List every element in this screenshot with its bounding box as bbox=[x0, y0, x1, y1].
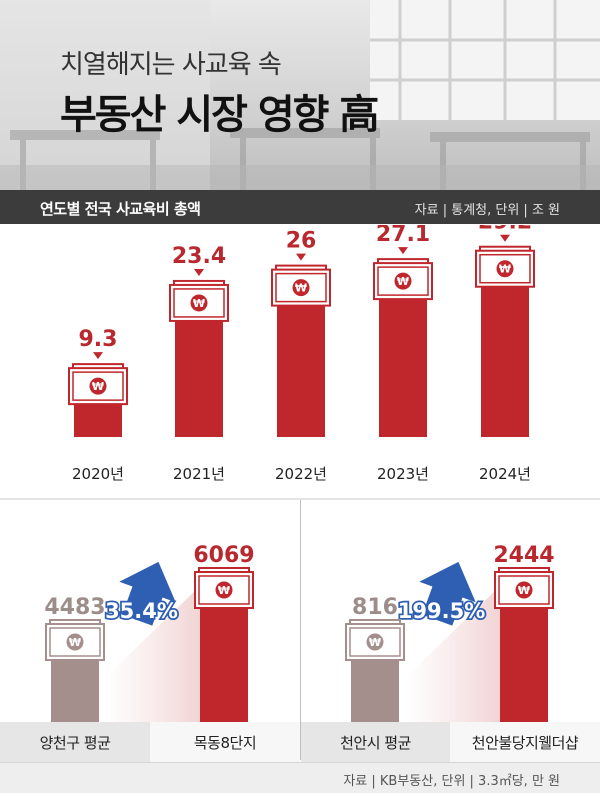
yearly-spending-chart: ₩9.3 2020년 ₩23.4 2021년 ₩26 2022년 ₩27.1 2023년 ₩29… bbox=[68, 225, 535, 483]
data-label: 23.4 bbox=[172, 244, 226, 269]
data-label: 4483 bbox=[44, 595, 105, 620]
category-label: 천안불당지웰더샵 bbox=[450, 722, 600, 762]
data-label: 9.3 bbox=[79, 327, 118, 352]
increase-label: 35.4% bbox=[105, 599, 178, 623]
won-banknote-icon: ₩ bbox=[494, 567, 554, 609]
won-banknote-icon: ₩ bbox=[68, 363, 128, 406]
tick-label: 2020년 bbox=[72, 465, 124, 483]
pointer-triangle bbox=[194, 268, 204, 276]
svg-text:₩: ₩ bbox=[499, 263, 511, 276]
svg-text:₩: ₩ bbox=[218, 584, 230, 597]
bar bbox=[481, 264, 529, 437]
header-title: 부동산 시장 영향 高 bbox=[60, 92, 379, 138]
footer-source: 자료 | KB부동산, 단위 | 3.3㎡당, 만 원 bbox=[343, 774, 560, 789]
section-title: 연도별 전국 사교육비 총액 bbox=[40, 200, 201, 218]
svg-text:₩: ₩ bbox=[69, 636, 81, 649]
data-label: 6069 bbox=[193, 543, 254, 568]
increase-arrow-icon bbox=[119, 561, 176, 626]
pointer-triangle bbox=[93, 352, 103, 360]
svg-text:₩: ₩ bbox=[369, 636, 381, 649]
header-subtitle: 치열해지는 사교육 속 bbox=[60, 50, 282, 80]
svg-text:₩: ₩ bbox=[193, 297, 205, 310]
won-banknote-icon: ₩ bbox=[271, 264, 331, 307]
category-label: 목동8단지 bbox=[150, 722, 300, 762]
svg-text:₩: ₩ bbox=[518, 584, 530, 597]
increase-highlight bbox=[105, 586, 200, 722]
bar bbox=[277, 283, 325, 437]
bar bbox=[175, 298, 223, 437]
increase-label: 199.5% bbox=[398, 599, 485, 623]
panel-divider bbox=[300, 500, 301, 760]
svg-text:₩: ₩ bbox=[92, 380, 104, 393]
won-banknote-icon: ₩ bbox=[45, 619, 105, 661]
cheonan-price-chart: 199.5% ₩816 ₩2444 bbox=[345, 543, 555, 722]
yangcheon-price-chart: 35.4% ₩4483 ₩6069 bbox=[44, 543, 255, 722]
header-banner: 치열해지는 사교육 속 부동산 시장 영향 高 bbox=[0, 0, 600, 190]
footer-bar: 자료 | KB부동산, 단위 | 3.3㎡당, 만 원 bbox=[0, 762, 600, 793]
tick-label: 2023년 bbox=[377, 465, 429, 483]
data-label: 816 bbox=[352, 595, 398, 620]
pointer-triangle bbox=[296, 253, 306, 261]
won-banknote-icon: ₩ bbox=[475, 245, 535, 288]
increase-arrow-icon bbox=[419, 561, 476, 626]
won-banknote-icon: ₩ bbox=[373, 258, 433, 301]
won-banknote-icon: ₩ bbox=[194, 567, 254, 609]
data-label: 2444 bbox=[493, 543, 554, 568]
section-source: 자료 | 통계청, 단위 | 조 원 bbox=[414, 203, 560, 218]
pointer-triangle bbox=[500, 234, 510, 242]
bar bbox=[379, 277, 427, 437]
tick-label: 2024년 bbox=[479, 465, 531, 483]
section-header: 연도별 전국 사교육비 총액 자료 | 통계청, 단위 | 조 원 bbox=[0, 190, 600, 224]
tick-label: 2022년 bbox=[275, 465, 327, 483]
svg-text:₩: ₩ bbox=[397, 275, 409, 288]
won-banknote-icon: ₩ bbox=[169, 279, 229, 322]
tick-label: 2021년 bbox=[173, 465, 225, 483]
won-banknote-icon: ₩ bbox=[345, 619, 405, 661]
section-divider bbox=[0, 498, 600, 500]
category-label: 천안시 평균 bbox=[301, 722, 450, 762]
data-label: 29.2 bbox=[478, 225, 532, 235]
category-label: 양천구 평균 bbox=[0, 722, 150, 762]
pointer-triangle bbox=[398, 247, 408, 255]
data-label: 27.1 bbox=[376, 225, 430, 247]
increase-highlight bbox=[405, 586, 500, 722]
svg-text:₩: ₩ bbox=[295, 282, 307, 295]
classroom-background-illustration bbox=[0, 0, 600, 190]
data-label: 26 bbox=[286, 229, 317, 254]
